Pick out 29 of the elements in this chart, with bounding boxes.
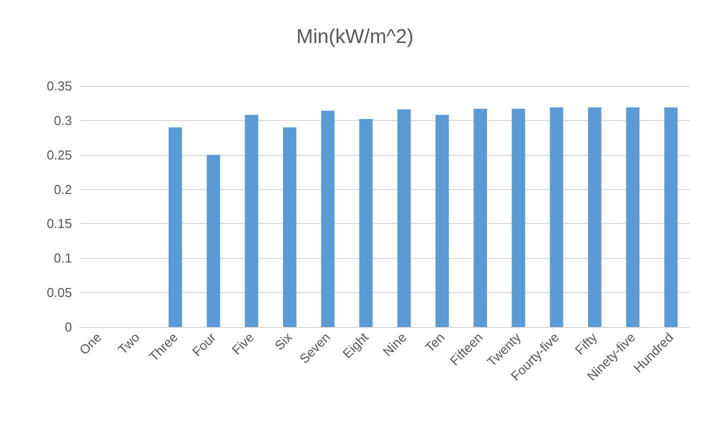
bar	[397, 109, 411, 327]
x-tick-label: Nine	[380, 330, 410, 360]
x-tick-label: Five	[228, 330, 257, 358]
bar	[626, 107, 640, 327]
y-tick-label: 0.1	[54, 250, 72, 266]
bar	[168, 127, 182, 327]
y-tick-label: 0	[64, 320, 72, 334]
chart-title: Min(kW/m^2)	[296, 26, 414, 48]
bar	[664, 107, 678, 327]
y-tick-label: 0.25	[46, 147, 72, 162]
x-tick-label: One	[76, 330, 104, 358]
bar	[550, 107, 564, 327]
bar	[206, 154, 220, 327]
bar	[474, 108, 487, 327]
bar	[359, 119, 373, 327]
y-tick-label: 0.35	[46, 78, 72, 94]
y-tick-label: 0.15	[46, 216, 72, 232]
bar	[283, 127, 296, 327]
bar	[512, 108, 526, 327]
y-tick-label: 0.3	[54, 112, 72, 128]
bar	[244, 114, 258, 327]
bar	[588, 107, 602, 327]
x-tick-label: Ten	[422, 330, 448, 356]
y-tick-label: 0.2	[54, 182, 72, 197]
x-tick-label: Two	[115, 330, 142, 358]
bar	[436, 114, 449, 327]
y-tick-label: 0.05	[46, 285, 72, 300]
bar	[321, 110, 334, 327]
x-tick-label: Six	[272, 329, 296, 354]
